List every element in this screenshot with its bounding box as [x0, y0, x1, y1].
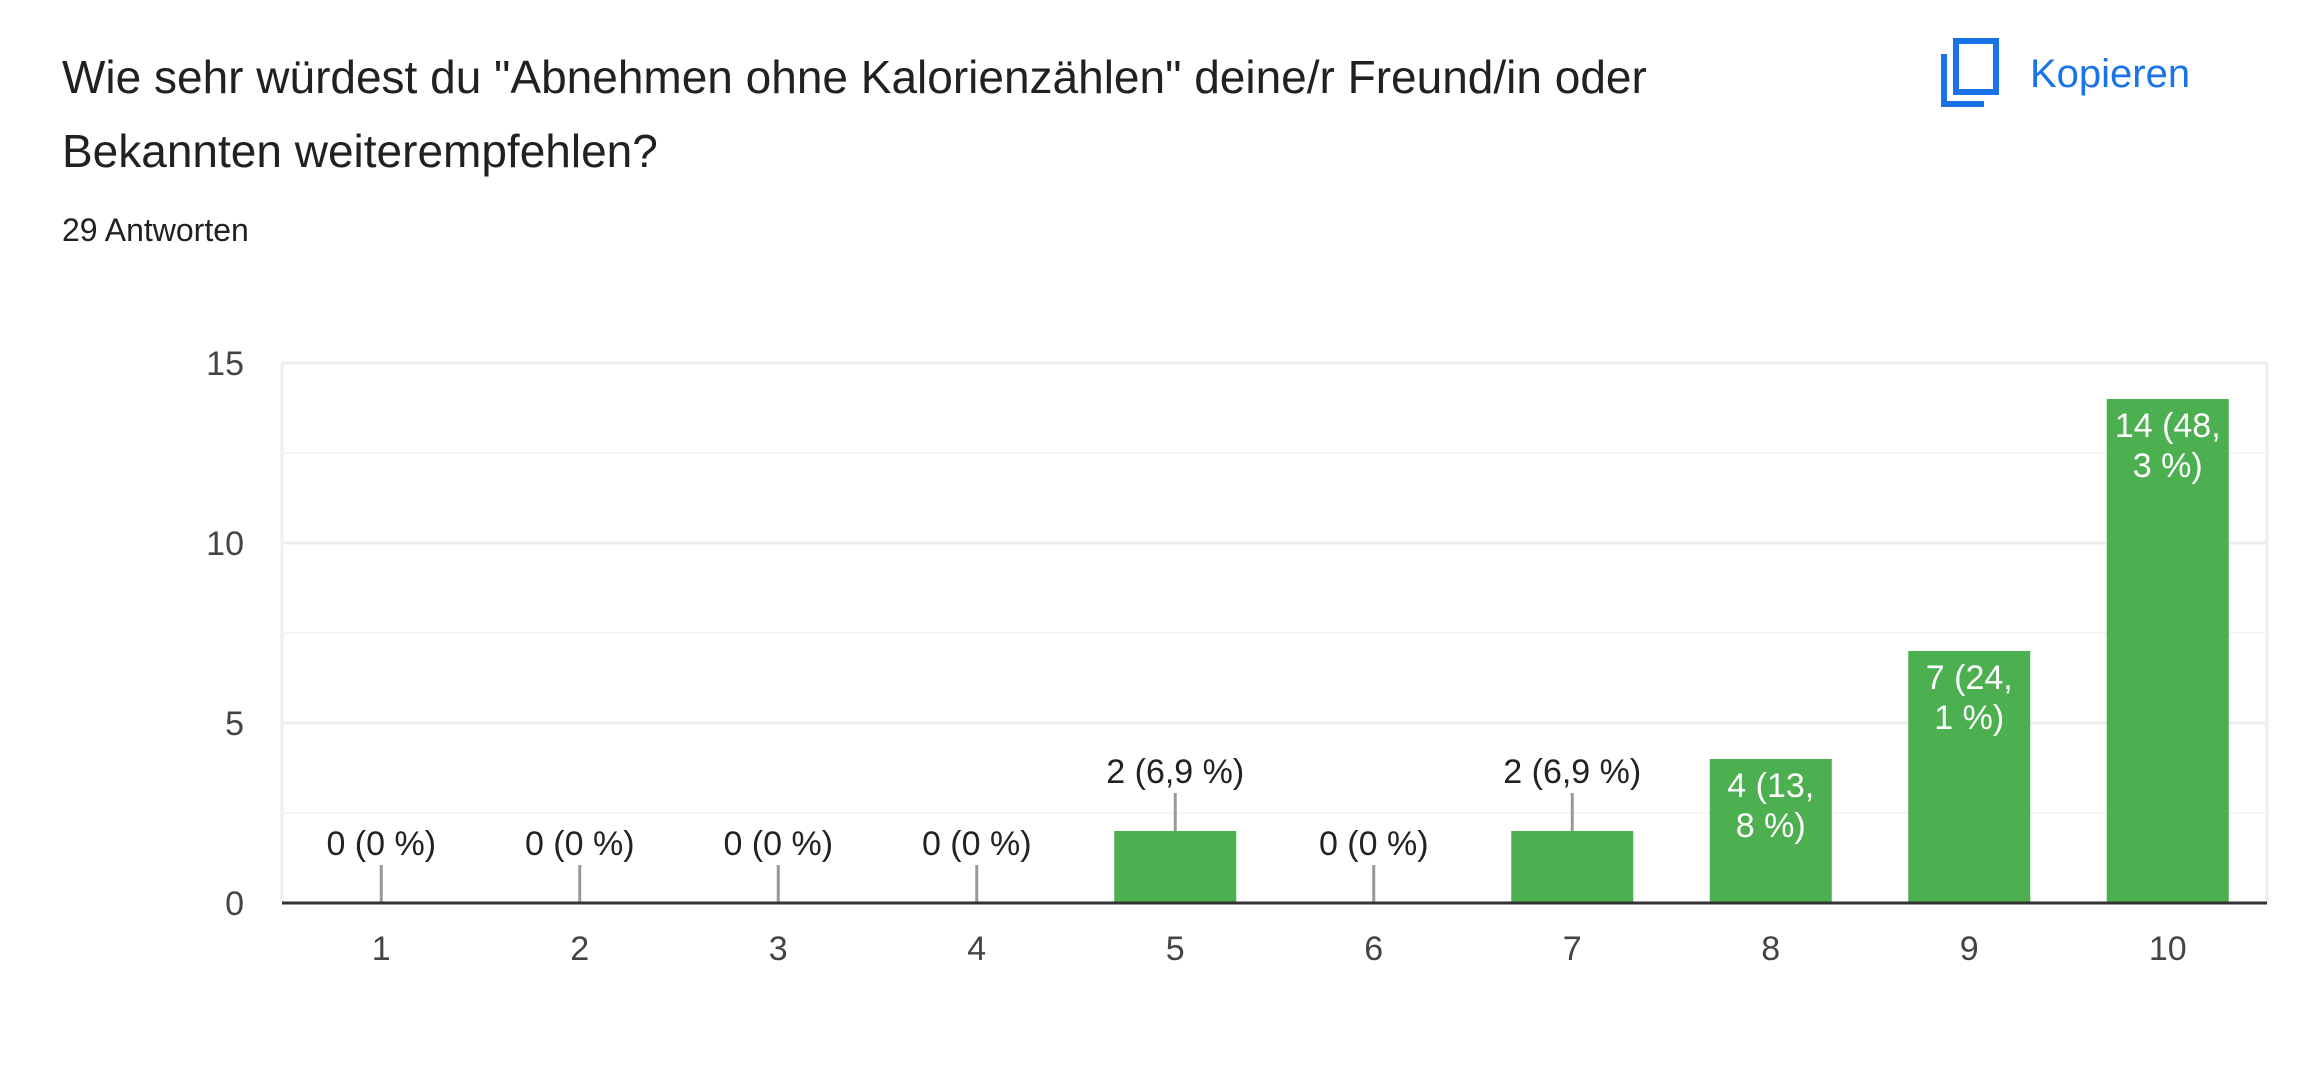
- x-tick-label: 5: [1166, 930, 1185, 968]
- bar-5: [1114, 831, 1237, 903]
- x-tick-label: 4: [967, 930, 986, 968]
- y-tick-label: 0: [225, 885, 244, 923]
- data-label: 4 (13,: [1727, 767, 1814, 805]
- copy-button-label: Kopieren: [2030, 51, 2191, 96]
- data-label: 8 %): [1736, 807, 1806, 845]
- x-tick-label: 8: [1761, 930, 1780, 968]
- x-tick-label: 9: [1960, 930, 1979, 968]
- bar-7: [1511, 831, 1634, 903]
- x-tick-label: 1: [372, 930, 391, 968]
- data-label: 0 (0 %): [1319, 825, 1429, 863]
- data-label: 2 (6,9 %): [1106, 753, 1244, 791]
- bar-10: [2106, 399, 2229, 903]
- bar-9: [1908, 651, 2031, 903]
- x-tick-label: 3: [769, 930, 788, 968]
- y-tick-label: 15: [206, 345, 244, 383]
- x-tick-label: 2: [570, 930, 589, 968]
- copy-icon: [1938, 38, 2002, 110]
- question-title: Wie sehr würdest du "Abnehmen ohne Kalor…: [62, 51, 1647, 177]
- data-label: 1 %): [1934, 699, 2004, 737]
- data-label: 0 (0 %): [326, 825, 436, 863]
- response-count: 29 Antworten: [62, 212, 249, 248]
- data-label: 0 (0 %): [922, 825, 1032, 863]
- x-tick-label: 10: [2149, 930, 2187, 968]
- data-label: 0 (0 %): [723, 825, 833, 863]
- x-tick-label: 7: [1563, 930, 1582, 968]
- copy-button[interactable]: Kopieren: [1938, 36, 2190, 112]
- x-tick-label: 6: [1364, 930, 1383, 968]
- data-label: 7 (24,: [1926, 659, 2013, 697]
- y-tick-label: 10: [206, 525, 244, 563]
- data-label: 3 %): [2133, 447, 2203, 485]
- data-label: 2 (6,9 %): [1503, 753, 1641, 791]
- y-tick-label: 5: [225, 705, 244, 743]
- bar-chart: 0 5 10 15 1 0 (0 %) 2 0 (0 %) 3 0 (0 %) 4 0 (0 %) 5 2…: [206, 345, 2269, 968]
- data-label: 0 (0 %): [525, 825, 635, 863]
- bar-8: [1709, 759, 1832, 903]
- data-label: 14 (48,: [2115, 407, 2221, 445]
